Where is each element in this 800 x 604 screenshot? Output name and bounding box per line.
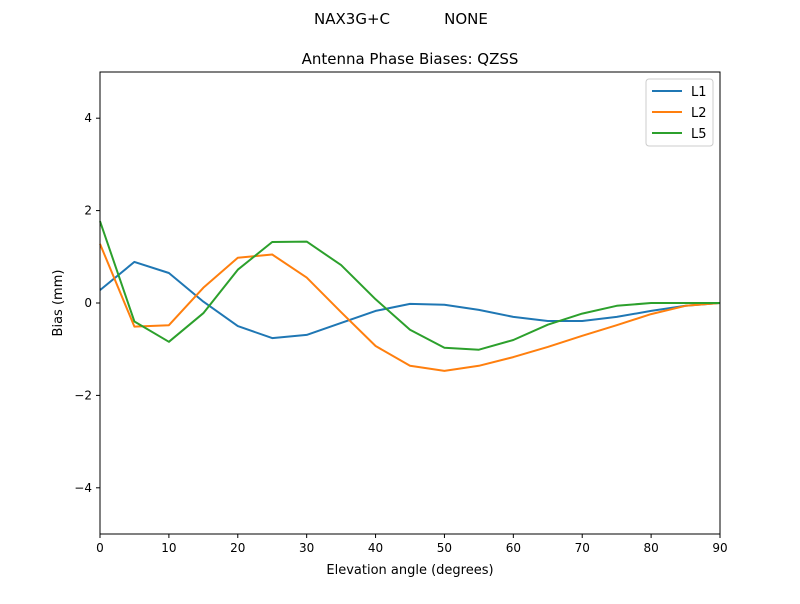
x-tick-label: 20 xyxy=(230,541,245,555)
chart-title: Antenna Phase Biases: QZSS xyxy=(302,50,519,68)
suptitle-right: NONE xyxy=(444,10,488,28)
legend-label-l1: L1 xyxy=(691,85,707,100)
y-tick-label: 2 xyxy=(84,204,92,218)
series-line-l1 xyxy=(99,260,721,340)
y-tick-label: −2 xyxy=(74,388,92,402)
suptitle-left: NAX3G+C xyxy=(314,10,390,28)
series-line-l5 xyxy=(99,220,720,351)
axes-frame xyxy=(99,71,721,535)
y-tick-label: 4 xyxy=(84,111,92,125)
x-tick-label: 70 xyxy=(575,541,590,555)
axis-ticks: 0 10 20 30 40 50 60 70 80 90 −4 −2 0 2 4 xyxy=(74,111,727,555)
x-tick-label: 0 xyxy=(96,541,104,555)
plot-area xyxy=(99,220,721,372)
legend-label-l2: L2 xyxy=(691,106,707,121)
legend-label-l5: L5 xyxy=(691,127,707,142)
x-tick-label: 30 xyxy=(299,541,314,555)
legend: L1 L2 L5 xyxy=(645,78,714,147)
x-tick-label: 10 xyxy=(161,541,176,555)
y-tick-label: 0 xyxy=(84,296,92,310)
series-line-l2 xyxy=(99,243,721,372)
y-tick-label: −4 xyxy=(74,481,92,495)
x-tick-label: 90 xyxy=(712,541,727,555)
y-axis-label: Bias (mm) xyxy=(51,270,66,337)
x-tick-label: 50 xyxy=(437,541,452,555)
x-tick-label: 80 xyxy=(643,541,658,555)
x-tick-label: 60 xyxy=(506,541,521,555)
x-axis-label: Elevation angle (degrees) xyxy=(326,563,493,578)
x-tick-label: 40 xyxy=(368,541,383,555)
